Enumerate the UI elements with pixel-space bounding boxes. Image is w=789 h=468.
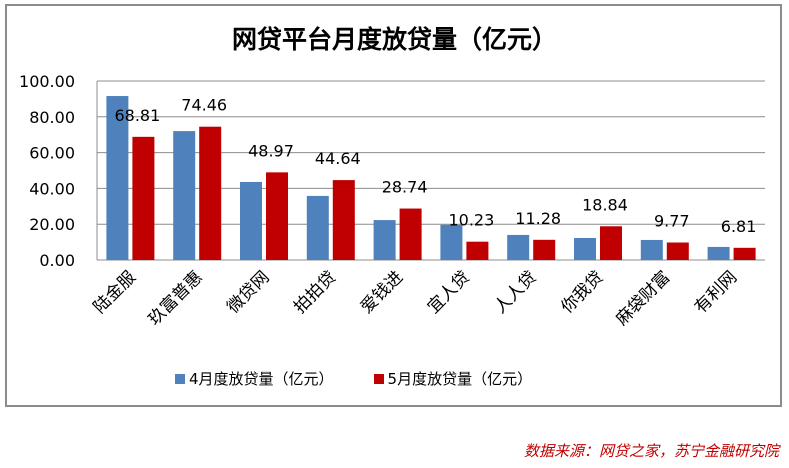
bar-april xyxy=(707,246,730,260)
data-label: 28.74 xyxy=(382,178,428,197)
bar-april xyxy=(440,224,463,260)
bar-may xyxy=(533,239,556,260)
bar-april xyxy=(306,195,329,260)
x-tick-label: 有利网 xyxy=(691,267,741,317)
data-label: 74.46 xyxy=(181,96,227,115)
bar-may xyxy=(199,126,222,260)
x-tick-label: 爱钱进 xyxy=(357,267,407,317)
legend-label: 5月度放贷量（亿元） xyxy=(387,370,533,388)
bar-april xyxy=(574,237,596,260)
data-label: 18.84 xyxy=(582,195,628,214)
bar-may xyxy=(733,247,756,260)
x-tick-label: 陆金服 xyxy=(90,267,140,317)
legend-label: 4月度放贷量（亿元） xyxy=(189,370,334,388)
bar-april xyxy=(173,131,196,260)
bar-may xyxy=(266,172,288,260)
x-tick-label: 你我贷 xyxy=(557,267,607,317)
data-label: 44.64 xyxy=(315,149,361,168)
data-label: 9.77 xyxy=(654,212,690,231)
data-label: 48.97 xyxy=(248,141,294,160)
bar-april xyxy=(640,239,663,260)
data-label: 10.23 xyxy=(448,211,494,230)
x-tick-label: 宜人贷 xyxy=(424,267,474,317)
bar-may xyxy=(466,241,489,260)
chart-title: 网贷平台月度放贷量（亿元） xyxy=(231,25,557,54)
x-tick-label: 人人贷 xyxy=(491,267,541,317)
source-note: 数据来源：网贷之家，苏宁金融研究院 xyxy=(523,442,779,460)
x-tick-label: 微贷网 xyxy=(223,267,273,317)
legend-item-april: 4月度放贷量（亿元） xyxy=(175,368,334,389)
legend-swatch xyxy=(175,373,185,384)
data-label: 68.81 xyxy=(114,106,160,125)
bar-april xyxy=(240,181,262,260)
bar-may xyxy=(332,180,355,260)
y-tick-label: 20.00 xyxy=(29,215,75,234)
bar-april xyxy=(106,96,129,260)
bar-april xyxy=(373,220,396,260)
legend: 4月度放贷量（亿元） 5月度放贷量（亿元） xyxy=(175,368,532,389)
y-tick-label: 60.00 xyxy=(29,144,75,163)
y-tick-label: 0.00 xyxy=(39,251,75,270)
x-tick-label: 玖富普惠 xyxy=(145,267,207,329)
y-tick-label: 40.00 xyxy=(29,179,75,198)
y-tick-label: 100.00 xyxy=(19,72,75,91)
legend-swatch xyxy=(373,373,384,384)
chart-frame xyxy=(5,4,782,407)
bar-may xyxy=(399,208,422,260)
bar-may xyxy=(600,226,622,260)
bar-may xyxy=(666,242,689,260)
x-tick-label: 拍拍贷 xyxy=(290,267,340,317)
bar-april xyxy=(507,234,530,260)
data-label: 11.28 xyxy=(515,209,561,228)
legend-item-may: 5月度放贷量（亿元） xyxy=(373,368,533,389)
data-label: 6.81 xyxy=(721,217,757,236)
bar-may xyxy=(132,136,155,260)
x-tick-label: 麻袋财富 xyxy=(612,267,674,329)
y-tick-label: 80.00 xyxy=(29,108,75,127)
